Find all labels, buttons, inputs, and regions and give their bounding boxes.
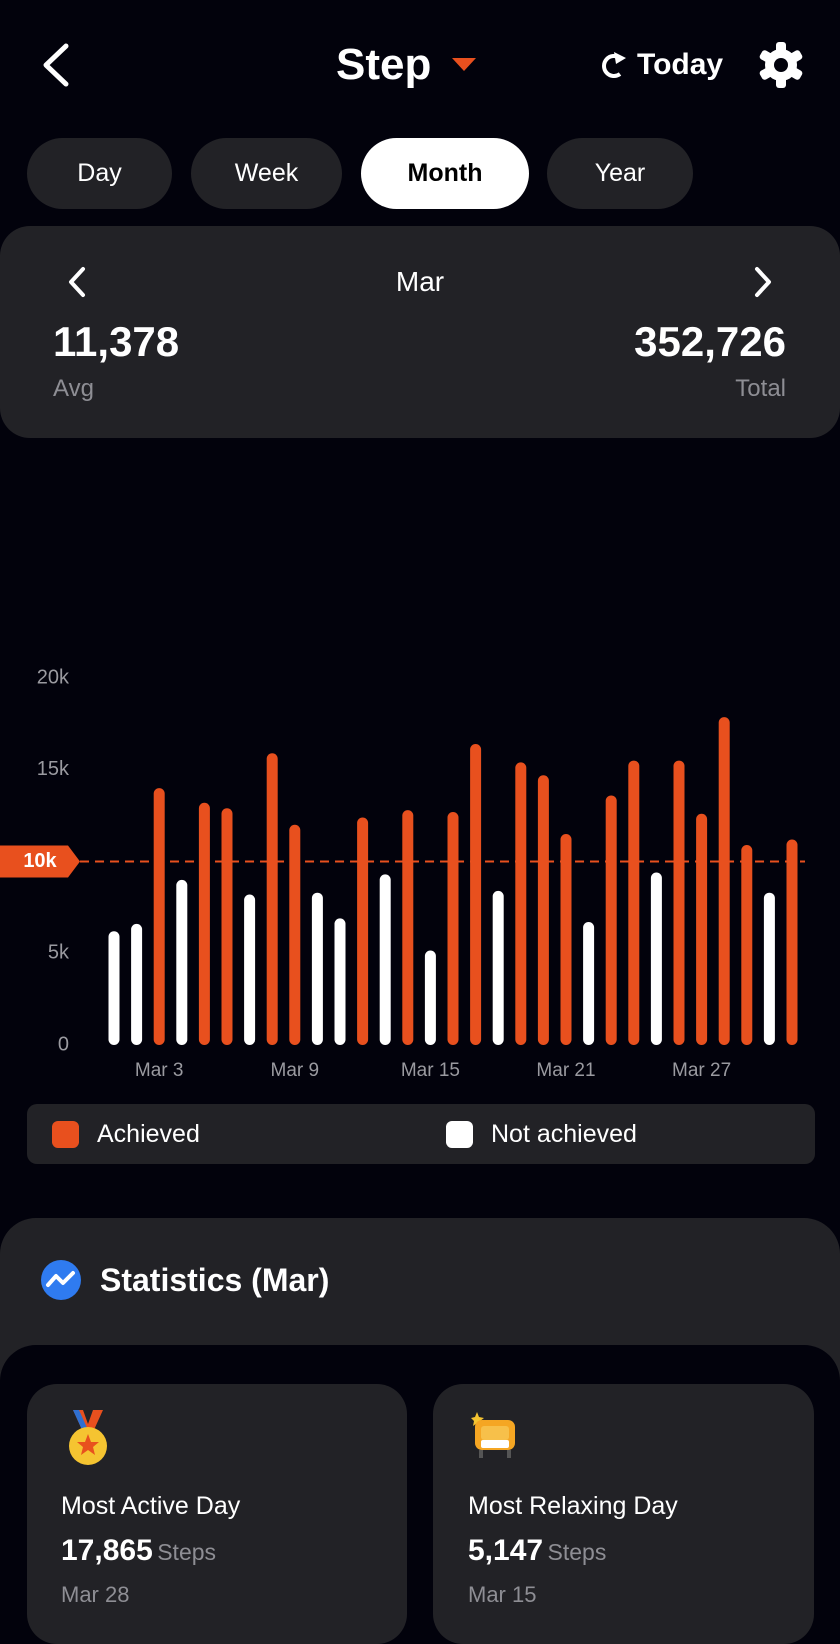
goal-flag xyxy=(0,845,80,878)
legend-label: Not achieved xyxy=(491,1120,637,1148)
bar xyxy=(153,788,165,1045)
screen: Step Today Day Week Month Year Mar 11,378 A… xyxy=(0,40,840,1644)
avg-value: 11,378 xyxy=(53,318,180,365)
bar xyxy=(470,744,482,1045)
y-tick-label: 5k xyxy=(48,942,70,964)
bar xyxy=(244,894,256,1045)
bar xyxy=(266,753,278,1045)
stat-card[interactable]: Most Active Day 17,865 Steps Mar 28 xyxy=(27,1384,407,1644)
unit: Steps xyxy=(157,1539,217,1565)
stat-card[interactable]: Most Relaxing Day 5,147 Steps Mar 15 xyxy=(433,1384,814,1644)
bar xyxy=(379,874,391,1045)
bar xyxy=(628,760,640,1045)
next-period[interactable] xyxy=(752,266,774,298)
x-tick-label: Mar 3 xyxy=(135,1060,184,1081)
x-tick-label: Mar 27 xyxy=(672,1060,731,1081)
unit: Steps xyxy=(547,1539,607,1565)
legend-label: Achieved xyxy=(97,1120,200,1148)
tab[interactable]: Year xyxy=(547,138,693,209)
bar xyxy=(108,931,120,1045)
page-title[interactable]: Step xyxy=(336,40,432,89)
legend-swatch xyxy=(52,1121,79,1148)
bar xyxy=(357,817,369,1045)
statistics-title: Statistics (Mar) xyxy=(100,1262,330,1298)
back-button[interactable] xyxy=(40,42,72,88)
prev-period[interactable] xyxy=(66,266,88,298)
y-tick-label: 0 xyxy=(58,1033,69,1055)
bar xyxy=(198,802,210,1045)
bar xyxy=(311,892,323,1045)
tab[interactable]: Month xyxy=(361,138,529,209)
summary-card xyxy=(0,226,840,438)
x-tick-label: Mar 9 xyxy=(271,1060,320,1081)
bar xyxy=(221,808,233,1045)
refresh-icon[interactable] xyxy=(600,50,628,80)
tab[interactable]: Week xyxy=(191,138,342,209)
bar xyxy=(176,879,188,1045)
avg-label: Avg xyxy=(53,375,94,402)
card-title: Most Active Day xyxy=(61,1492,241,1520)
bar xyxy=(696,813,708,1045)
bar xyxy=(424,950,436,1045)
bar xyxy=(763,892,775,1045)
bar xyxy=(673,760,685,1045)
bar xyxy=(650,872,662,1045)
total-label: Total xyxy=(735,375,786,402)
card-date: Mar 28 xyxy=(61,1582,130,1607)
y-tick-label: 15k xyxy=(37,758,70,780)
bar xyxy=(537,775,549,1045)
settings-icon[interactable] xyxy=(758,42,804,88)
statistics-icon xyxy=(41,1260,81,1300)
today-button[interactable]: Today xyxy=(637,48,724,81)
bar xyxy=(718,717,730,1045)
sofa-icon xyxy=(471,1412,515,1458)
tab[interactable]: Day xyxy=(27,138,172,209)
bar xyxy=(605,795,617,1045)
card-date: Mar 15 xyxy=(468,1582,537,1607)
bar xyxy=(402,810,414,1045)
bar xyxy=(334,918,346,1045)
step-chart: 0 5k 10k 15k 20k Mar 3 Mar 9 Mar 15 Mar 21 Mar 27… xyxy=(0,666,805,1081)
y-tick-label: 20k xyxy=(37,666,70,688)
bar xyxy=(492,890,504,1045)
legend xyxy=(27,1104,815,1164)
value: 17,865 xyxy=(61,1534,153,1567)
bar xyxy=(131,923,143,1045)
bar xyxy=(515,762,527,1045)
value: 5,147 xyxy=(468,1534,544,1567)
bar xyxy=(447,811,459,1045)
bar xyxy=(741,844,753,1045)
title-dropdown[interactable] xyxy=(452,58,476,72)
legend-swatch xyxy=(446,1121,473,1148)
bar xyxy=(560,833,572,1045)
bar xyxy=(289,824,301,1045)
goal-label: 10k xyxy=(23,850,57,872)
medal-icon xyxy=(69,1410,107,1465)
card-value: 5,147 Steps xyxy=(468,1534,606,1568)
x-tick-label: Mar 15 xyxy=(401,1060,460,1081)
bar xyxy=(786,839,798,1045)
period-label: Mar xyxy=(395,266,445,297)
card-value: 17,865 Steps xyxy=(61,1534,216,1568)
bar xyxy=(583,922,595,1045)
card-title: Most Relaxing Day xyxy=(468,1492,678,1520)
total-value: 352,726 xyxy=(634,318,786,365)
x-tick-label: Mar 21 xyxy=(536,1060,595,1081)
